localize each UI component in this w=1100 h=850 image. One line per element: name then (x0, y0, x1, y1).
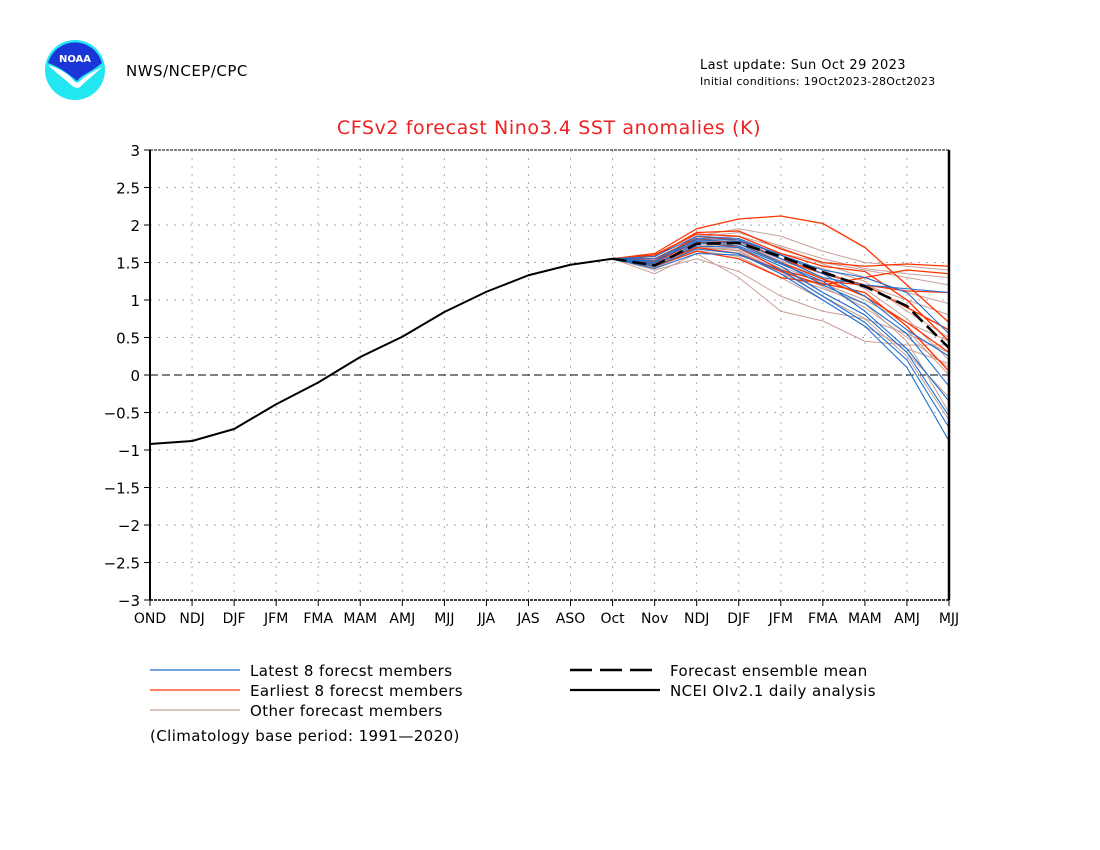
y-tick-label: −1 (118, 442, 140, 460)
x-tick-label: DJF (223, 611, 246, 627)
legend-label-mean: Forecast ensemble mean (670, 662, 868, 680)
x-tick-label: JFM (768, 611, 793, 627)
x-tick-label: OND (134, 611, 166, 627)
chart-title-wrap: CFSv2 forecast Nino3.4 SST anomalies (K) (0, 117, 1100, 139)
y-tick-label: −3 (118, 592, 140, 610)
latest-member-line (612, 252, 950, 428)
last-update-text: Last update: Sun Oct 29 2023 (700, 58, 906, 73)
legend-label-other: Other forecast members (250, 702, 443, 720)
x-tick-label: AMJ (894, 611, 920, 627)
y-tick-label: 1 (130, 292, 140, 310)
y-tick-label: 2 (130, 217, 140, 235)
earliest-member-line (612, 250, 950, 372)
x-tick-label: JAS (516, 611, 539, 627)
x-tick-label: FMA (303, 611, 333, 627)
y-tick-label: 1.5 (116, 255, 140, 273)
x-tick-label: Oct (600, 611, 625, 627)
y-tick-label: 0.5 (116, 330, 140, 348)
x-tick-label: JJA (477, 611, 496, 627)
svg-text:NOAA: NOAA (59, 54, 91, 65)
analysis-line (149, 257, 613, 445)
initial-conditions-text: Initial conditions: 19Oct2023-28Oct2023 (700, 75, 936, 88)
legend: Latest 8 forecst members Earliest 8 forec… (150, 662, 876, 745)
y-tick-label: −0.5 (104, 405, 140, 423)
x-tick-label: JFM (263, 611, 288, 627)
y-tick-label: 0 (130, 367, 140, 385)
latest-member-line (612, 242, 950, 402)
legend-label-analysis: NCEI OIv2.1 daily analysis (670, 682, 876, 700)
x-tick-label: Nov (641, 611, 668, 627)
y-tick-label: −2.5 (104, 555, 140, 573)
x-tick-label: MJJ (434, 611, 454, 627)
y-tick-label: 2.5 (116, 180, 140, 198)
y-tick-label: −1.5 (104, 480, 140, 498)
x-tick-label: AMJ (389, 611, 415, 627)
agency-label: NWS/NCEP/CPC (126, 62, 248, 80)
x-tick-label: MAM (343, 611, 377, 627)
noaa-logo: NOAA (44, 39, 106, 101)
latest-member-line (612, 248, 950, 442)
x-tick-label: NDJ (179, 611, 204, 627)
chart-title: CFSv2 forecast Nino3.4 SST anomalies (K) (336, 117, 762, 139)
x-tick-label: FMA (808, 611, 838, 627)
x-tick-labels: OND NDJ DJF JFM FMA MAM AMJ MJJ JJA JAS ASO Oct Nov N… (134, 600, 959, 627)
latest-members (612, 235, 950, 442)
y-tick-label: 3 (130, 142, 140, 160)
legend-label-earliest: Earliest 8 forecst members (250, 682, 463, 700)
analysis-series (149, 257, 613, 445)
legend-label-latest: Latest 8 forecst members (250, 662, 452, 680)
latest-member-line (612, 235, 950, 335)
x-tick-label: DJF (727, 611, 750, 627)
earliest-member-line (612, 233, 950, 342)
x-tick-label: ASO (556, 611, 585, 627)
climatology-footnote: (Climatology base period: 1991—2020) (150, 727, 460, 745)
x-tick-label: MAM (848, 611, 882, 627)
y-tick-labels: 3 2.5 2 1.5 1 0.5 0 −0.5 −1 −1.5 −2 −2.5 −3 (104, 142, 150, 610)
x-tick-label: MJJ (939, 611, 959, 627)
y-tick-label: −2 (118, 517, 140, 535)
x-tick-label: NDJ (684, 611, 709, 627)
